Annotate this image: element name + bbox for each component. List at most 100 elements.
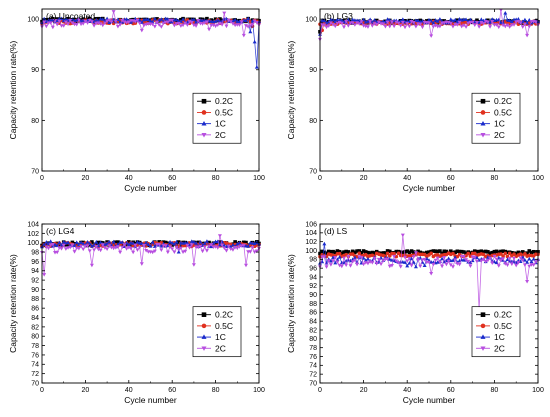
y-tick-label: 74 [31, 362, 39, 369]
data-point [74, 22, 79, 27]
data-point [83, 19, 88, 24]
legend-marker [480, 110, 486, 115]
data-point [189, 239, 194, 243]
data-point [94, 240, 99, 244]
y-tick-label: 100 [305, 17, 317, 24]
legend-marker [201, 312, 207, 317]
data-point [516, 261, 521, 265]
data-point [361, 256, 366, 260]
data-point [383, 25, 388, 29]
data-point [490, 19, 495, 24]
data-point [501, 257, 506, 261]
data-point [142, 23, 146, 28]
y-tick-label: 70 [309, 380, 317, 387]
data-point [146, 242, 151, 246]
data-point [126, 242, 131, 247]
data-point [55, 18, 60, 23]
data-point [230, 248, 235, 252]
legend-entry: 0.5C [197, 321, 233, 331]
data-point [63, 247, 68, 251]
x-tick-label: 0 [318, 175, 322, 182]
data-point [185, 240, 190, 245]
data-point [385, 257, 390, 262]
y-tick-label: 80 [309, 336, 317, 343]
data-point [222, 243, 227, 247]
data-point [68, 18, 73, 23]
data-point [490, 17, 495, 21]
y-tick-label: 104 [305, 230, 317, 237]
data-point [403, 260, 407, 264]
data-point [109, 20, 114, 24]
data-point [224, 24, 229, 29]
legend-label: 1C [494, 119, 505, 129]
panel-label: (c) LG4 [46, 226, 75, 236]
data-point [472, 255, 477, 260]
data-point [204, 239, 209, 243]
data-point [250, 22, 255, 27]
x-tick-label: 80 [491, 387, 499, 394]
data-point [48, 239, 53, 243]
data-point [113, 19, 118, 24]
x-tick-label: 40 [403, 387, 411, 394]
data-point [337, 255, 342, 259]
legend-marker [480, 334, 486, 339]
data-point [477, 25, 482, 29]
data-point [363, 258, 368, 262]
data-point [42, 20, 47, 25]
series-2C [318, 8, 540, 42]
data-point [385, 17, 390, 21]
data-point [228, 20, 233, 24]
legend-entry: 0.2C [476, 96, 512, 106]
data-point [464, 25, 469, 29]
data-point [102, 21, 107, 25]
data-point [181, 23, 186, 28]
y-tick-label: 76 [309, 354, 317, 361]
data-point [42, 273, 47, 277]
data-point [152, 24, 157, 29]
data-point [146, 17, 151, 22]
data-point [474, 21, 479, 25]
data-point [137, 21, 142, 26]
legend-entry: 2C [197, 130, 226, 140]
legend-entry: 2C [476, 130, 505, 140]
data-point [181, 17, 186, 21]
data-point [70, 21, 75, 25]
data-point [355, 21, 360, 25]
data-point [400, 20, 405, 25]
data-point [176, 247, 181, 252]
data-point [346, 24, 351, 28]
data-point [516, 17, 521, 21]
legend-entry: 1C [197, 119, 226, 129]
data-point [207, 244, 212, 249]
data-point [333, 24, 338, 29]
data-point [466, 21, 471, 26]
legend-label: 2C [215, 130, 226, 140]
y-tick-label: 96 [309, 266, 317, 273]
legend-label: 0.2C [494, 310, 512, 320]
data-point [529, 259, 534, 264]
series-2C [318, 233, 540, 313]
data-point [365, 25, 370, 29]
data-point [392, 251, 396, 256]
data-point [55, 250, 60, 255]
data-point [451, 265, 455, 269]
data-point [344, 19, 349, 24]
data-point [333, 255, 338, 260]
data-point [451, 251, 455, 256]
data-point [326, 24, 331, 28]
data-point [191, 263, 196, 267]
data-point [202, 21, 207, 25]
data-point [124, 247, 129, 251]
data-point [365, 19, 370, 23]
data-point [76, 246, 81, 251]
y-tick-label: 70 [309, 168, 317, 175]
x-tick-label: 20 [82, 175, 90, 182]
data-point [133, 20, 138, 24]
y-tick-label: 80 [309, 118, 317, 125]
legend-entry: 1C [476, 332, 505, 342]
data-point [466, 251, 471, 256]
data-point [87, 241, 92, 246]
data-point [100, 17, 105, 21]
data-point [357, 251, 362, 256]
